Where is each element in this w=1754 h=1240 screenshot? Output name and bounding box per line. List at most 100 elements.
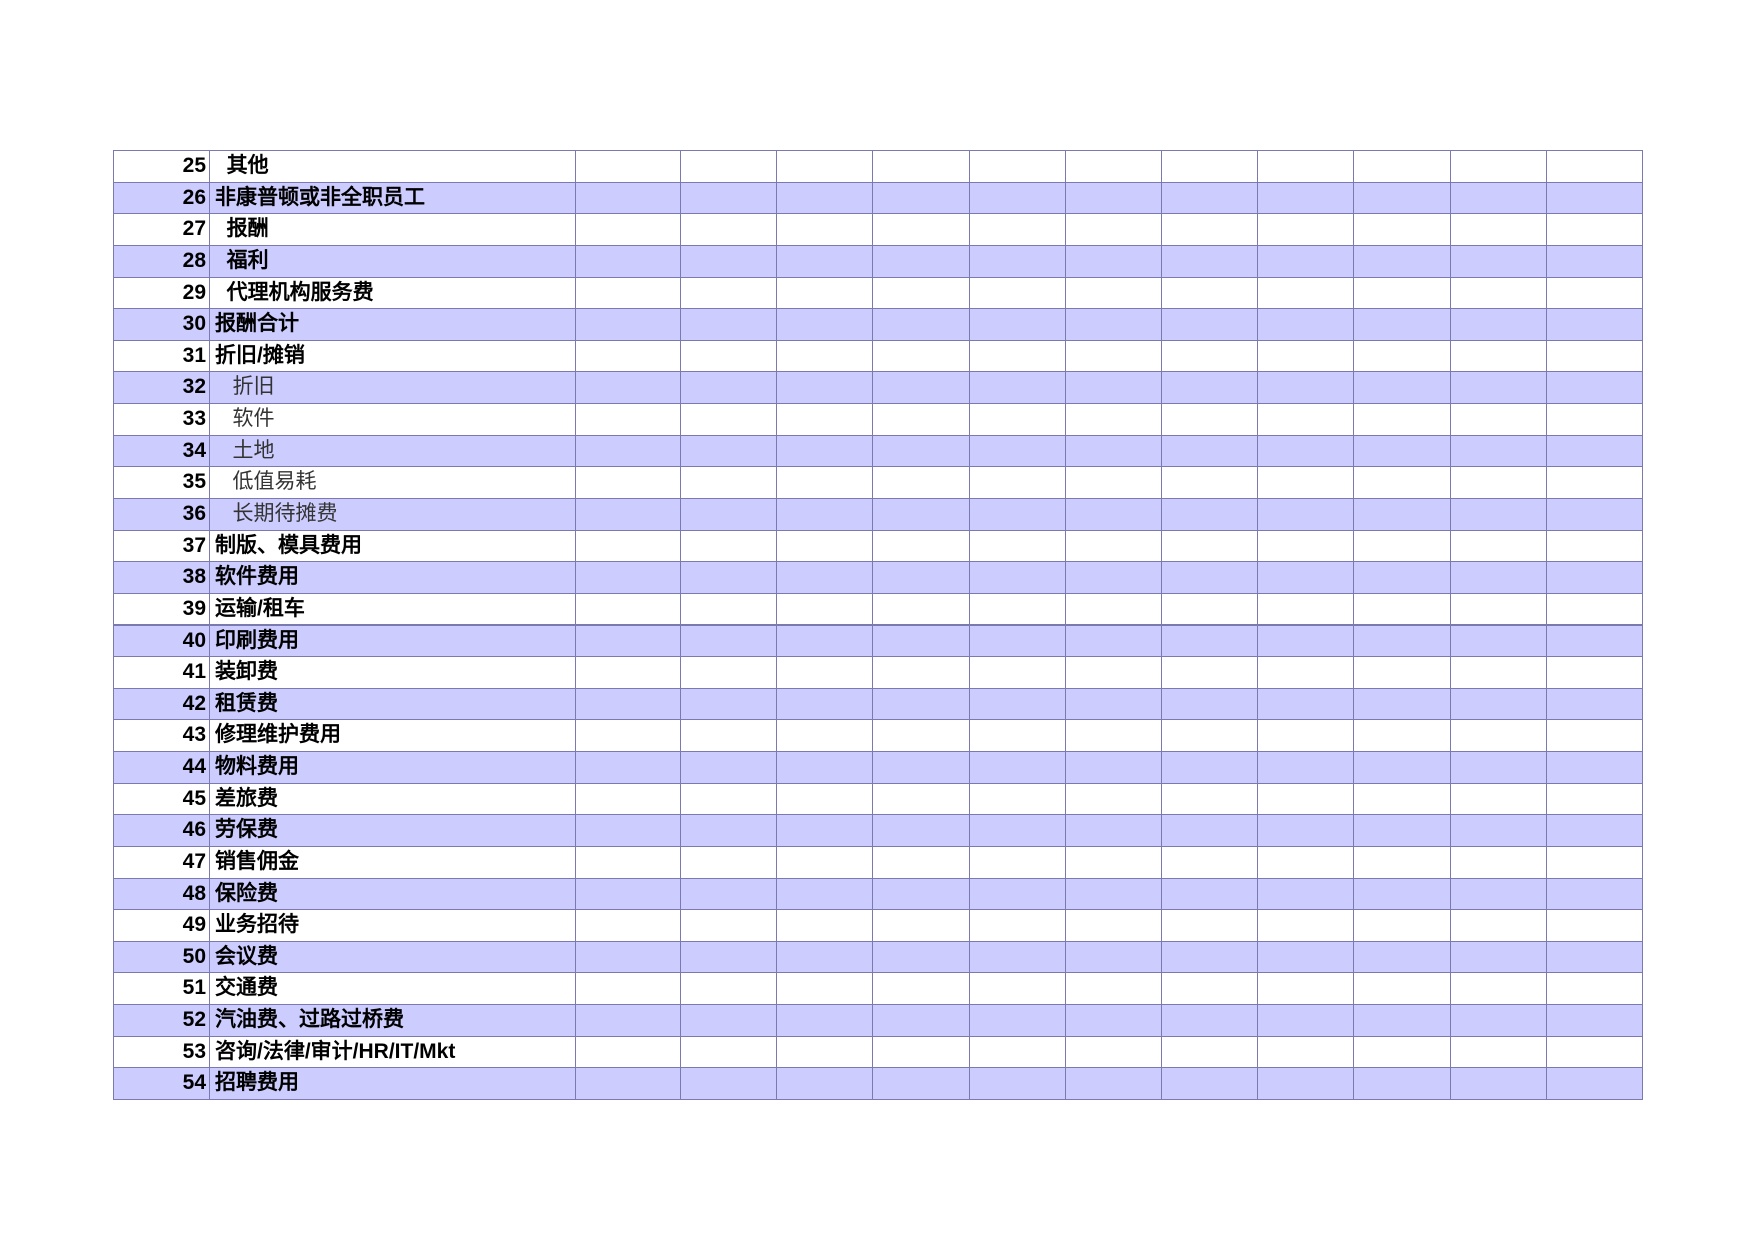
empty-cell [969,276,1066,310]
empty-cell [680,276,777,310]
empty-cell [776,845,873,879]
empty-cell [872,845,970,879]
empty-cell [680,434,777,468]
row-number: 30 [113,308,210,341]
empty-cell [872,687,970,721]
empty-cell [575,213,681,246]
empty-cell [1353,751,1451,784]
empty-cell [776,940,873,974]
empty-cell [1065,687,1162,721]
empty-cell [1546,782,1643,816]
empty-cell [575,719,681,753]
empty-cell [776,592,873,626]
empty-cell [1257,1004,1354,1037]
empty-cell [776,909,873,942]
empty-cell [776,150,873,183]
row-number: 29 [113,276,210,310]
empty-cell [1161,181,1258,215]
empty-cell [1450,181,1547,215]
empty-cell [1353,339,1451,373]
empty-cell [1450,845,1547,879]
row-label: 制版、模具费用 [209,529,576,563]
empty-cell [1546,403,1643,436]
empty-cell [575,845,681,879]
empty-cell [1257,466,1354,499]
empty-cell [1257,371,1354,405]
empty-cell [575,181,681,215]
empty-cell [872,972,970,1006]
empty-cell [1353,877,1451,911]
empty-cell [969,877,1066,911]
empty-cell [680,403,777,436]
empty-cell [680,529,777,563]
empty-cell [776,181,873,215]
empty-cell [680,497,777,531]
empty-cell [680,751,777,784]
row-number: 35 [113,466,210,499]
empty-cell [969,403,1066,436]
empty-cell [1450,497,1547,531]
empty-cell [872,497,970,531]
empty-cell [1257,909,1354,942]
row-label: 非康普顿或非全职员工 [209,181,576,215]
empty-cell [1353,909,1451,942]
empty-cell [1353,719,1451,753]
empty-cell [680,719,777,753]
empty-cell [1546,909,1643,942]
empty-cell [1450,782,1547,816]
empty-cell [1257,751,1354,784]
row-label: 报酬合计 [209,308,576,341]
empty-cell [680,909,777,942]
empty-cell [1257,276,1354,310]
empty-cell [1450,561,1547,594]
empty-cell [872,1067,970,1100]
empty-cell [680,814,777,847]
empty-cell [1065,466,1162,499]
empty-cell [1353,434,1451,468]
empty-cell [680,1004,777,1037]
empty-cell [776,751,873,784]
empty-cell [1353,561,1451,594]
empty-cell [1161,371,1258,405]
empty-cell [1257,403,1354,436]
empty-cell [776,1067,873,1100]
empty-cell [1546,814,1643,847]
empty-cell [1065,656,1162,689]
empty-cell [872,782,970,816]
empty-cell [1257,656,1354,689]
row-label: 招聘费用 [209,1067,576,1100]
empty-cell [1353,150,1451,183]
empty-cell [776,497,873,531]
row-label: 土地 [209,434,576,468]
empty-cell [1065,403,1162,436]
empty-cell [1257,814,1354,847]
empty-cell [1353,940,1451,974]
empty-cell [1161,308,1258,341]
empty-cell [776,687,873,721]
row-number: 50 [113,940,210,974]
empty-cell [575,909,681,942]
empty-cell [1546,181,1643,215]
empty-cell [575,687,681,721]
empty-cell [969,909,1066,942]
row-number: 54 [113,1067,210,1100]
empty-cell [872,529,970,563]
empty-cell [1065,308,1162,341]
empty-cell [776,371,873,405]
empty-cell [1065,244,1162,278]
empty-cell [1257,877,1354,911]
empty-cell [1353,276,1451,310]
empty-cell [1065,371,1162,405]
empty-cell [776,308,873,341]
empty-cell [872,719,970,753]
empty-cell [680,1067,777,1100]
empty-cell [872,909,970,942]
row-label: 代理机构服务费 [209,276,576,310]
empty-cell [1450,244,1547,278]
row-number: 39 [113,592,210,626]
empty-cell [1353,497,1451,531]
empty-cell [680,972,777,1006]
empty-cell [969,339,1066,373]
empty-cell [1065,276,1162,310]
empty-cell [872,244,970,278]
